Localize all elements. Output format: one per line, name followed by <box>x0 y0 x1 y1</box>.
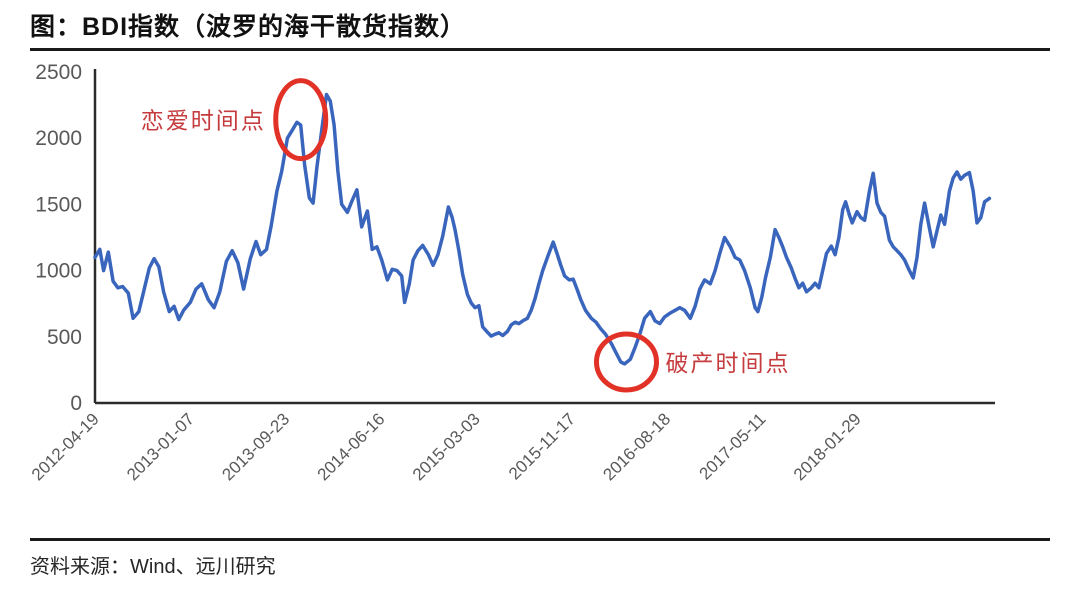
x-axis-tick-label: 2017-05-11 <box>696 409 770 483</box>
x-axis-tick-label: 2013-09-23 <box>218 409 293 484</box>
x-axis-tick-label: 2018-01-29 <box>790 409 865 484</box>
y-axis-tick-label: 1500 <box>35 193 82 216</box>
x-axis-tick-label: 2016-08-18 <box>599 409 674 484</box>
bankruptcy-circle-annotation <box>593 331 659 393</box>
footer-block: 资料来源：Wind、远川研究 <box>30 538 1050 579</box>
x-axis-tick-label: 2014-06-16 <box>314 409 389 484</box>
love-annotation-label: 恋爱时间点 <box>141 108 266 134</box>
x-axis-tick-label: 2012-04-19 <box>28 409 103 484</box>
y-axis-tick-label: 0 <box>70 392 82 415</box>
page-title: 图：BDI指数（波罗的海干散货指数） <box>30 13 467 41</box>
bdi-series-line <box>93 92 992 366</box>
data-source-note: 资料来源：Wind、远川研究 <box>30 556 276 578</box>
y-axis-tick-label: 1000 <box>35 260 82 283</box>
y-axis-tick-label: 2500 <box>35 61 82 84</box>
x-axis-tick-label: 2015-11-17 <box>505 409 579 483</box>
y-axis-tick-label: 500 <box>47 326 82 349</box>
chart-title-block: 图：BDI指数（波罗的海干散货指数） <box>30 7 1050 51</box>
y-axis-tick-label: 2000 <box>35 127 82 150</box>
x-axis-tick-label: 2013-01-07 <box>123 409 198 484</box>
x-axis-tick-label: 2015-03-03 <box>409 409 484 484</box>
bankruptcy-annotation-label: 破产时间点 <box>665 350 790 376</box>
love-circle-annotation <box>273 78 329 162</box>
